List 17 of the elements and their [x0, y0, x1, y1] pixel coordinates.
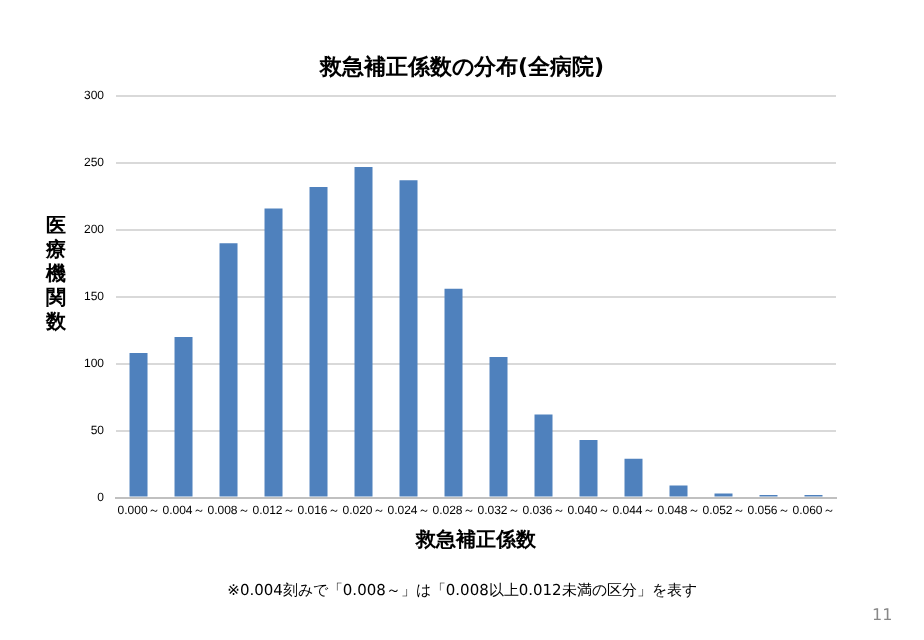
bar	[309, 187, 328, 497]
bar	[579, 440, 598, 497]
x-axis-title: 救急補正係数	[414, 527, 539, 552]
bar	[444, 288, 463, 497]
text: 11	[872, 606, 893, 624]
bar	[174, 336, 193, 497]
bar	[534, 414, 553, 497]
y-axis-title: 医療機関数	[44, 216, 68, 336]
chart-title: 救急補正係数の分布(全病院)	[317, 52, 607, 82]
bar	[624, 458, 643, 497]
bar	[219, 243, 238, 497]
bar	[489, 357, 508, 497]
bar	[669, 485, 688, 497]
bar	[399, 180, 418, 497]
bar	[129, 353, 148, 497]
bar	[264, 208, 283, 497]
bar	[354, 166, 373, 497]
